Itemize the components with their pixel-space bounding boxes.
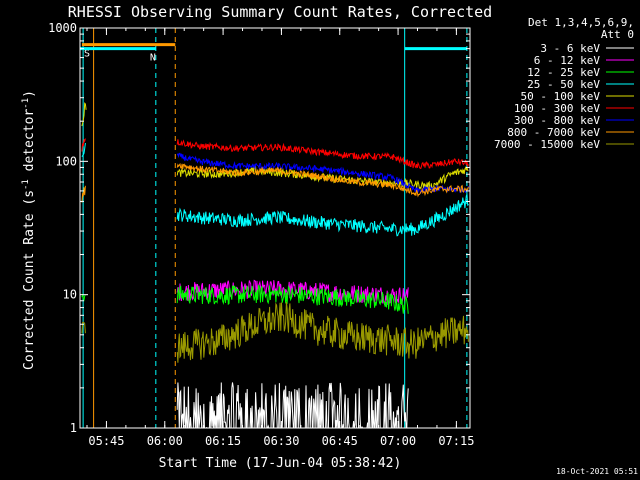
series-3-line-1 (81, 293, 86, 302)
series-5-line-2 (176, 165, 469, 191)
plot-frame (79, 27, 471, 429)
y-label-sup-1: -1 (21, 179, 31, 190)
legend-label-3: 12 - 25 keV (527, 66, 600, 79)
legend-label-1: 3 - 6 keV (540, 42, 600, 55)
legend-label-7: 300 - 800 keV (514, 114, 600, 127)
legend-header-line-1: Det 1,3,4,5,6,9, (528, 16, 634, 29)
x-tick-label-6: 07:00 (380, 434, 416, 448)
x-tick-label-4: 06:30 (263, 434, 299, 448)
x-tick-label-3: 06:15 (205, 434, 241, 448)
y-tick-label-4: 1000 (48, 21, 77, 35)
y-tick-label-2: 10 (63, 288, 77, 302)
legend-label-2: 6 - 12 keV (534, 54, 601, 67)
flag-label-S: S (84, 49, 90, 60)
legend-header-line-2: Att 0 (601, 28, 634, 41)
series-7-line-1 (176, 152, 469, 194)
y-label-part-1: Corrected Count Rate (s (22, 190, 37, 370)
series-6 (81, 138, 469, 169)
timestamp: 18-Oct-2021 05:51 (556, 467, 638, 476)
y-axis-label: Corrected Count Rate (s-1 detector-1) (21, 90, 37, 370)
x-tick-label-2: 06:00 (147, 434, 183, 448)
axis-ticks: 05:45 06:00 06:15 06:30 06:45 07:00 07:15 1 10 10… (48, 21, 474, 448)
series-6-line-1 (81, 138, 86, 152)
legend-label-8: 800 - 7000 keV (507, 126, 600, 139)
x-tick-label-1: 05:45 (88, 434, 124, 448)
legend-label-4: 25 - 50 keV (527, 78, 600, 91)
series-4-line-2 (176, 194, 469, 237)
series-9-line-2 (176, 301, 469, 363)
x-tick-label-7: 07:15 (438, 434, 474, 448)
legend-label-6: 100 - 300 keV (514, 102, 600, 115)
x-tick-label-5: 06:45 (322, 434, 358, 448)
series-7 (176, 152, 469, 194)
series-5 (81, 102, 469, 191)
y-label-part-2: detector (22, 109, 37, 180)
series-3-line-2 (176, 284, 409, 314)
legend-label-9: 7000 - 15000 keV (494, 138, 600, 151)
series-4 (81, 142, 469, 237)
series-6-line-2 (176, 139, 469, 169)
series-5-line-1 (81, 102, 87, 127)
y-label-sup-2: -1 (21, 98, 31, 109)
y-label-part-3: ) (22, 90, 37, 98)
chart-title: RHESSI Observing Summary Count Rates, Co… (68, 3, 492, 21)
legend-label-5: 50 - 100 keV (521, 90, 601, 103)
series-8-line-2 (176, 162, 469, 198)
y-tick-label-1: 1 (70, 421, 77, 435)
flag-label-N: N (150, 53, 156, 64)
series-4-line-1 (81, 142, 86, 157)
series-3 (81, 284, 409, 314)
x-axis-label: Start Time (17-Jun-04 05:38:42) (159, 456, 402, 471)
y-tick-label-3: 100 (55, 154, 77, 168)
